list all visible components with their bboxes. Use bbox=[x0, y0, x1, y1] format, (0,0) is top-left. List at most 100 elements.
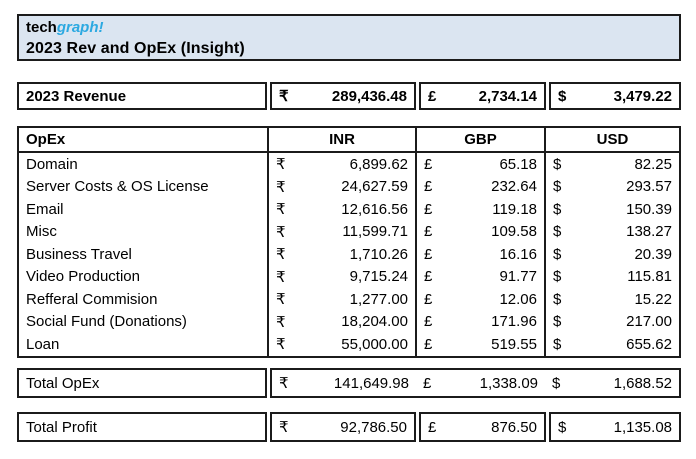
inr-value: 12,616.56 bbox=[341, 200, 408, 218]
pound-symbol: £ bbox=[424, 268, 433, 286]
revenue-usd-value: 3,479.22 bbox=[613, 87, 672, 105]
inr-value: 18,204.00 bbox=[341, 313, 408, 331]
usd-value: 115.81 bbox=[627, 268, 672, 286]
gbp-value: 171.96 bbox=[491, 313, 537, 331]
revenue-gbp-cell: £ 2,734.14 bbox=[419, 82, 546, 110]
expense-label: Social Fund (Donations) bbox=[26, 313, 187, 331]
inr-cell: ₹12,616.56 bbox=[267, 198, 415, 221]
pound-symbol: £ bbox=[428, 87, 437, 105]
inr-cell: ₹6,899.62 bbox=[267, 153, 415, 176]
total-profit-gbp-cell: £ 876.50 bbox=[419, 412, 546, 442]
usd-value: 293.57 bbox=[626, 178, 672, 196]
total-opex-usd-value: 1,688.52 bbox=[613, 374, 672, 392]
opex-header-label: OpEx bbox=[26, 131, 66, 148]
table-row: Domain ₹6,899.62 £65.18 $82.25 bbox=[19, 153, 679, 176]
gbp-cell: £519.55 bbox=[415, 333, 544, 356]
dollar-symbol: $ bbox=[553, 335, 562, 353]
dollar-symbol: $ bbox=[553, 223, 562, 241]
rupee-symbol: ₹ bbox=[276, 313, 286, 331]
rupee-symbol: ₹ bbox=[276, 223, 286, 241]
rupee-symbol: ₹ bbox=[279, 375, 289, 392]
table-row: Email ₹12,616.56 £119.18 $150.39 bbox=[19, 198, 679, 221]
pound-symbol: £ bbox=[424, 155, 433, 173]
usd-cell: $15.22 bbox=[544, 288, 679, 311]
pound-symbol: £ bbox=[424, 200, 433, 218]
dollar-symbol: $ bbox=[558, 87, 567, 105]
usd-value: 217.00 bbox=[626, 313, 672, 331]
gbp-cell: £119.18 bbox=[415, 198, 544, 221]
total-profit-inr-value: 92,786.50 bbox=[340, 418, 407, 436]
total-opex-values: ₹ 141,649.98 £ 1,338.09 $ 1,688.52 bbox=[270, 368, 681, 398]
expense-label: Misc bbox=[26, 223, 57, 241]
usd-cell: $655.62 bbox=[544, 333, 679, 356]
pound-symbol: £ bbox=[423, 374, 432, 392]
gbp-value: 232.64 bbox=[491, 178, 537, 196]
gbp-value: 12.06 bbox=[499, 290, 537, 308]
dollar-symbol: $ bbox=[553, 245, 562, 263]
total-opex-label: Total OpEx bbox=[17, 368, 267, 398]
usd-value: 150.39 bbox=[626, 200, 672, 218]
gbp-value: 65.18 bbox=[499, 155, 537, 173]
expense-label: Business Travel bbox=[26, 245, 132, 263]
rupee-symbol: ₹ bbox=[276, 336, 286, 354]
gbp-cell: £65.18 bbox=[415, 153, 544, 176]
dollar-symbol: $ bbox=[558, 418, 567, 436]
inr-cell: ₹18,204.00 bbox=[267, 310, 415, 333]
total-opex-gbp-cell: £ 1,338.09 bbox=[416, 370, 545, 396]
total-profit-usd-value: 1,135.08 bbox=[613, 418, 672, 436]
usd-cell: $150.39 bbox=[544, 198, 679, 221]
column-header-gbp: GBP bbox=[415, 128, 544, 151]
gbp-cell: £109.58 bbox=[415, 220, 544, 243]
dollar-symbol: $ bbox=[553, 155, 562, 173]
usd-value: 655.62 bbox=[626, 335, 672, 353]
rupee-symbol: ₹ bbox=[276, 156, 286, 174]
expense-label: Domain bbox=[26, 155, 78, 173]
table-row: Server Costs & OS License ₹24,627.59 £23… bbox=[19, 175, 679, 198]
gbp-value: 91.77 bbox=[499, 268, 537, 286]
pound-symbol: £ bbox=[424, 335, 433, 353]
total-profit-row: Total Profit ₹ 92,786.50 £ 876.50 $ 1,13… bbox=[17, 412, 681, 442]
inr-value: 24,627.59 bbox=[341, 178, 408, 196]
expense-label: Server Costs & OS License bbox=[26, 178, 209, 196]
gbp-cell: £171.96 bbox=[415, 310, 544, 333]
revenue-label: 2023 Revenue bbox=[17, 82, 267, 110]
inr-value: 6,899.62 bbox=[349, 155, 408, 173]
page-title: 2023 Rev and OpEx (Insight) bbox=[26, 40, 245, 57]
pound-symbol: £ bbox=[428, 418, 437, 436]
rupee-symbol: ₹ bbox=[276, 246, 286, 264]
expense-label: Loan bbox=[26, 335, 60, 353]
column-header-inr: INR bbox=[267, 128, 415, 151]
gbp-cell: £12.06 bbox=[415, 288, 544, 311]
table-row: Loan ₹55,000.00 £519.55 $655.62 bbox=[19, 333, 679, 356]
expense-label: Email bbox=[26, 200, 64, 218]
gbp-cell: £91.77 bbox=[415, 265, 544, 288]
dollar-symbol: $ bbox=[553, 290, 562, 308]
brand-suffix: graph! bbox=[56, 19, 104, 36]
revenue-row: 2023 Revenue ₹ 289,436.48 £ 2,734.14 $ 3… bbox=[17, 82, 681, 110]
gbp-value: 109.58 bbox=[491, 223, 537, 241]
inr-value: 1,277.00 bbox=[349, 290, 408, 308]
gbp-value: 119.18 bbox=[492, 200, 537, 218]
inr-cell: ₹1,710.26 bbox=[267, 243, 415, 266]
total-profit-usd-cell: $ 1,135.08 bbox=[549, 412, 681, 442]
revenue-usd-cell: $ 3,479.22 bbox=[549, 82, 681, 110]
table-row: Misc ₹11,599.71 £109.58 $138.27 bbox=[19, 220, 679, 243]
revenue-inr-value: 289,436.48 bbox=[331, 87, 407, 105]
gbp-cell: £232.64 bbox=[415, 175, 544, 198]
dollar-symbol: $ bbox=[553, 268, 562, 286]
usd-cell: $293.57 bbox=[544, 175, 679, 198]
revenue-gbp-value: 2,734.14 bbox=[478, 87, 537, 105]
usd-cell: $138.27 bbox=[544, 220, 679, 243]
total-opex-gbp-value: 1,338.09 bbox=[479, 374, 538, 392]
pound-symbol: £ bbox=[424, 290, 433, 308]
rupee-symbol: ₹ bbox=[276, 268, 286, 286]
inr-cell: ₹9,715.24 bbox=[267, 265, 415, 288]
gbp-value: 16.16 bbox=[499, 245, 537, 263]
rupee-symbol: ₹ bbox=[276, 178, 286, 196]
rupee-symbol: ₹ bbox=[276, 201, 286, 219]
gbp-value: 519.55 bbox=[491, 335, 537, 353]
pound-symbol: £ bbox=[424, 245, 433, 263]
column-header-usd: USD bbox=[544, 128, 679, 151]
usd-value: 82.25 bbox=[634, 155, 672, 173]
total-opex-row: Total OpEx ₹ 141,649.98 £ 1,338.09 $ 1,6… bbox=[17, 368, 681, 398]
